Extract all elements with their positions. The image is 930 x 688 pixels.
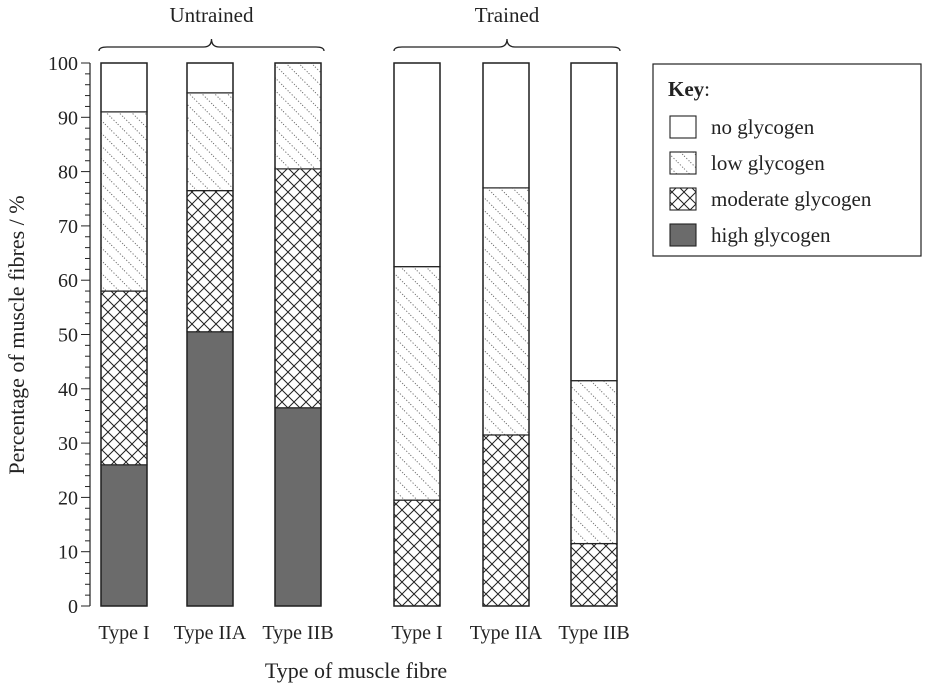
- bar-segment: [570, 62, 618, 382]
- bar-outline: [570, 62, 618, 607]
- legend-swatch: [669, 115, 697, 139]
- y-tick-label: 90: [58, 107, 78, 129]
- x-axis-title: Type of muscle fibre: [265, 658, 447, 683]
- bar-stack: [393, 62, 441, 607]
- y-tick-label: 40: [58, 379, 78, 401]
- bar-segment: [570, 380, 618, 545]
- group-label: Untrained: [170, 3, 254, 27]
- bar-outline: [100, 62, 148, 607]
- y-tick-label: 20: [58, 487, 78, 509]
- legend: Key: no glycogen low glycogen moderate gly…: [652, 63, 922, 257]
- legend-swatch: [669, 223, 697, 247]
- bar-segment: [393, 499, 441, 607]
- bar-segment: [393, 266, 441, 501]
- bar-segment: [100, 111, 148, 292]
- legend-item: no glycogen: [669, 115, 815, 139]
- group-brace: [393, 38, 621, 52]
- bar-segment: [186, 92, 234, 192]
- y-axis: 0 10 20 30 40 50 60 70 80 90 100: [48, 53, 91, 618]
- bar-outline: [482, 62, 530, 607]
- x-tick-label: Type I: [98, 622, 149, 644]
- bar-segment: [100, 290, 148, 466]
- bar-segment: [274, 407, 322, 607]
- legend-label: no glycogen: [711, 115, 815, 139]
- bar-outline: [393, 62, 441, 607]
- legend-item: low glycogen: [669, 151, 825, 175]
- legend-item: high glycogen: [669, 223, 831, 247]
- bar-stack: [570, 62, 618, 607]
- legend-swatch: [669, 187, 697, 211]
- bar-segment: [482, 62, 530, 189]
- bar-segment: [186, 62, 234, 94]
- bar-outline: [186, 62, 234, 607]
- y-tick-label: 100: [48, 53, 78, 75]
- bar-segment: [482, 187, 530, 436]
- bar-stack: [274, 62, 322, 607]
- bar-segment: [482, 434, 530, 607]
- legend-item: moderate glycogen: [669, 187, 872, 211]
- bar-stack: [186, 62, 234, 607]
- bar-segment: [100, 464, 148, 607]
- bar-stack: [482, 62, 530, 607]
- x-tick-label: Type IIB: [558, 622, 629, 644]
- legend-swatch: [669, 151, 697, 175]
- bar-segment: [186, 190, 234, 333]
- x-axis-labels: Type I Type IIA Type IIB Type I Type IIA Type…: [98, 622, 629, 644]
- legend-frame: [652, 63, 922, 257]
- bar-segment: [186, 331, 234, 607]
- y-tick-label: 70: [58, 216, 78, 238]
- y-tick-label: 0: [68, 596, 78, 618]
- group-brace: [98, 38, 325, 52]
- group-labels: Untrained Trained: [98, 3, 621, 52]
- bar-segment: [570, 542, 618, 607]
- group-label: Trained: [475, 3, 540, 27]
- bars: [100, 62, 618, 607]
- bar-segment: [100, 62, 148, 113]
- legend-title: Key:: [668, 77, 710, 101]
- bar-segment: [274, 168, 322, 409]
- x-tick-label: Type IIA: [174, 622, 247, 644]
- bar-stack: [100, 62, 148, 607]
- x-tick-label: Type IIB: [262, 622, 333, 644]
- legend-label: high glycogen: [711, 223, 831, 247]
- y-tick-label: 10: [58, 542, 78, 564]
- x-tick-label: Type IIA: [470, 622, 543, 644]
- y-tick-label: 30: [58, 433, 78, 455]
- y-tick-label: 60: [58, 270, 78, 292]
- legend-title-colon: :: [704, 77, 710, 101]
- legend-label: moderate glycogen: [711, 187, 872, 211]
- bar-outline: [274, 62, 322, 607]
- y-tick-label: 50: [58, 325, 78, 347]
- legend-label: low glycogen: [711, 151, 825, 175]
- legend-title-word: Key: [668, 77, 705, 101]
- bar-segment: [274, 62, 322, 170]
- bar-segment: [393, 62, 441, 268]
- y-tick-label: 80: [58, 162, 78, 184]
- x-tick-label: Type I: [391, 622, 442, 644]
- y-axis-title: Percentage of muscle fibres / %: [4, 195, 29, 474]
- legend-items: no glycogen low glycogen moderate glycogen…: [669, 115, 872, 247]
